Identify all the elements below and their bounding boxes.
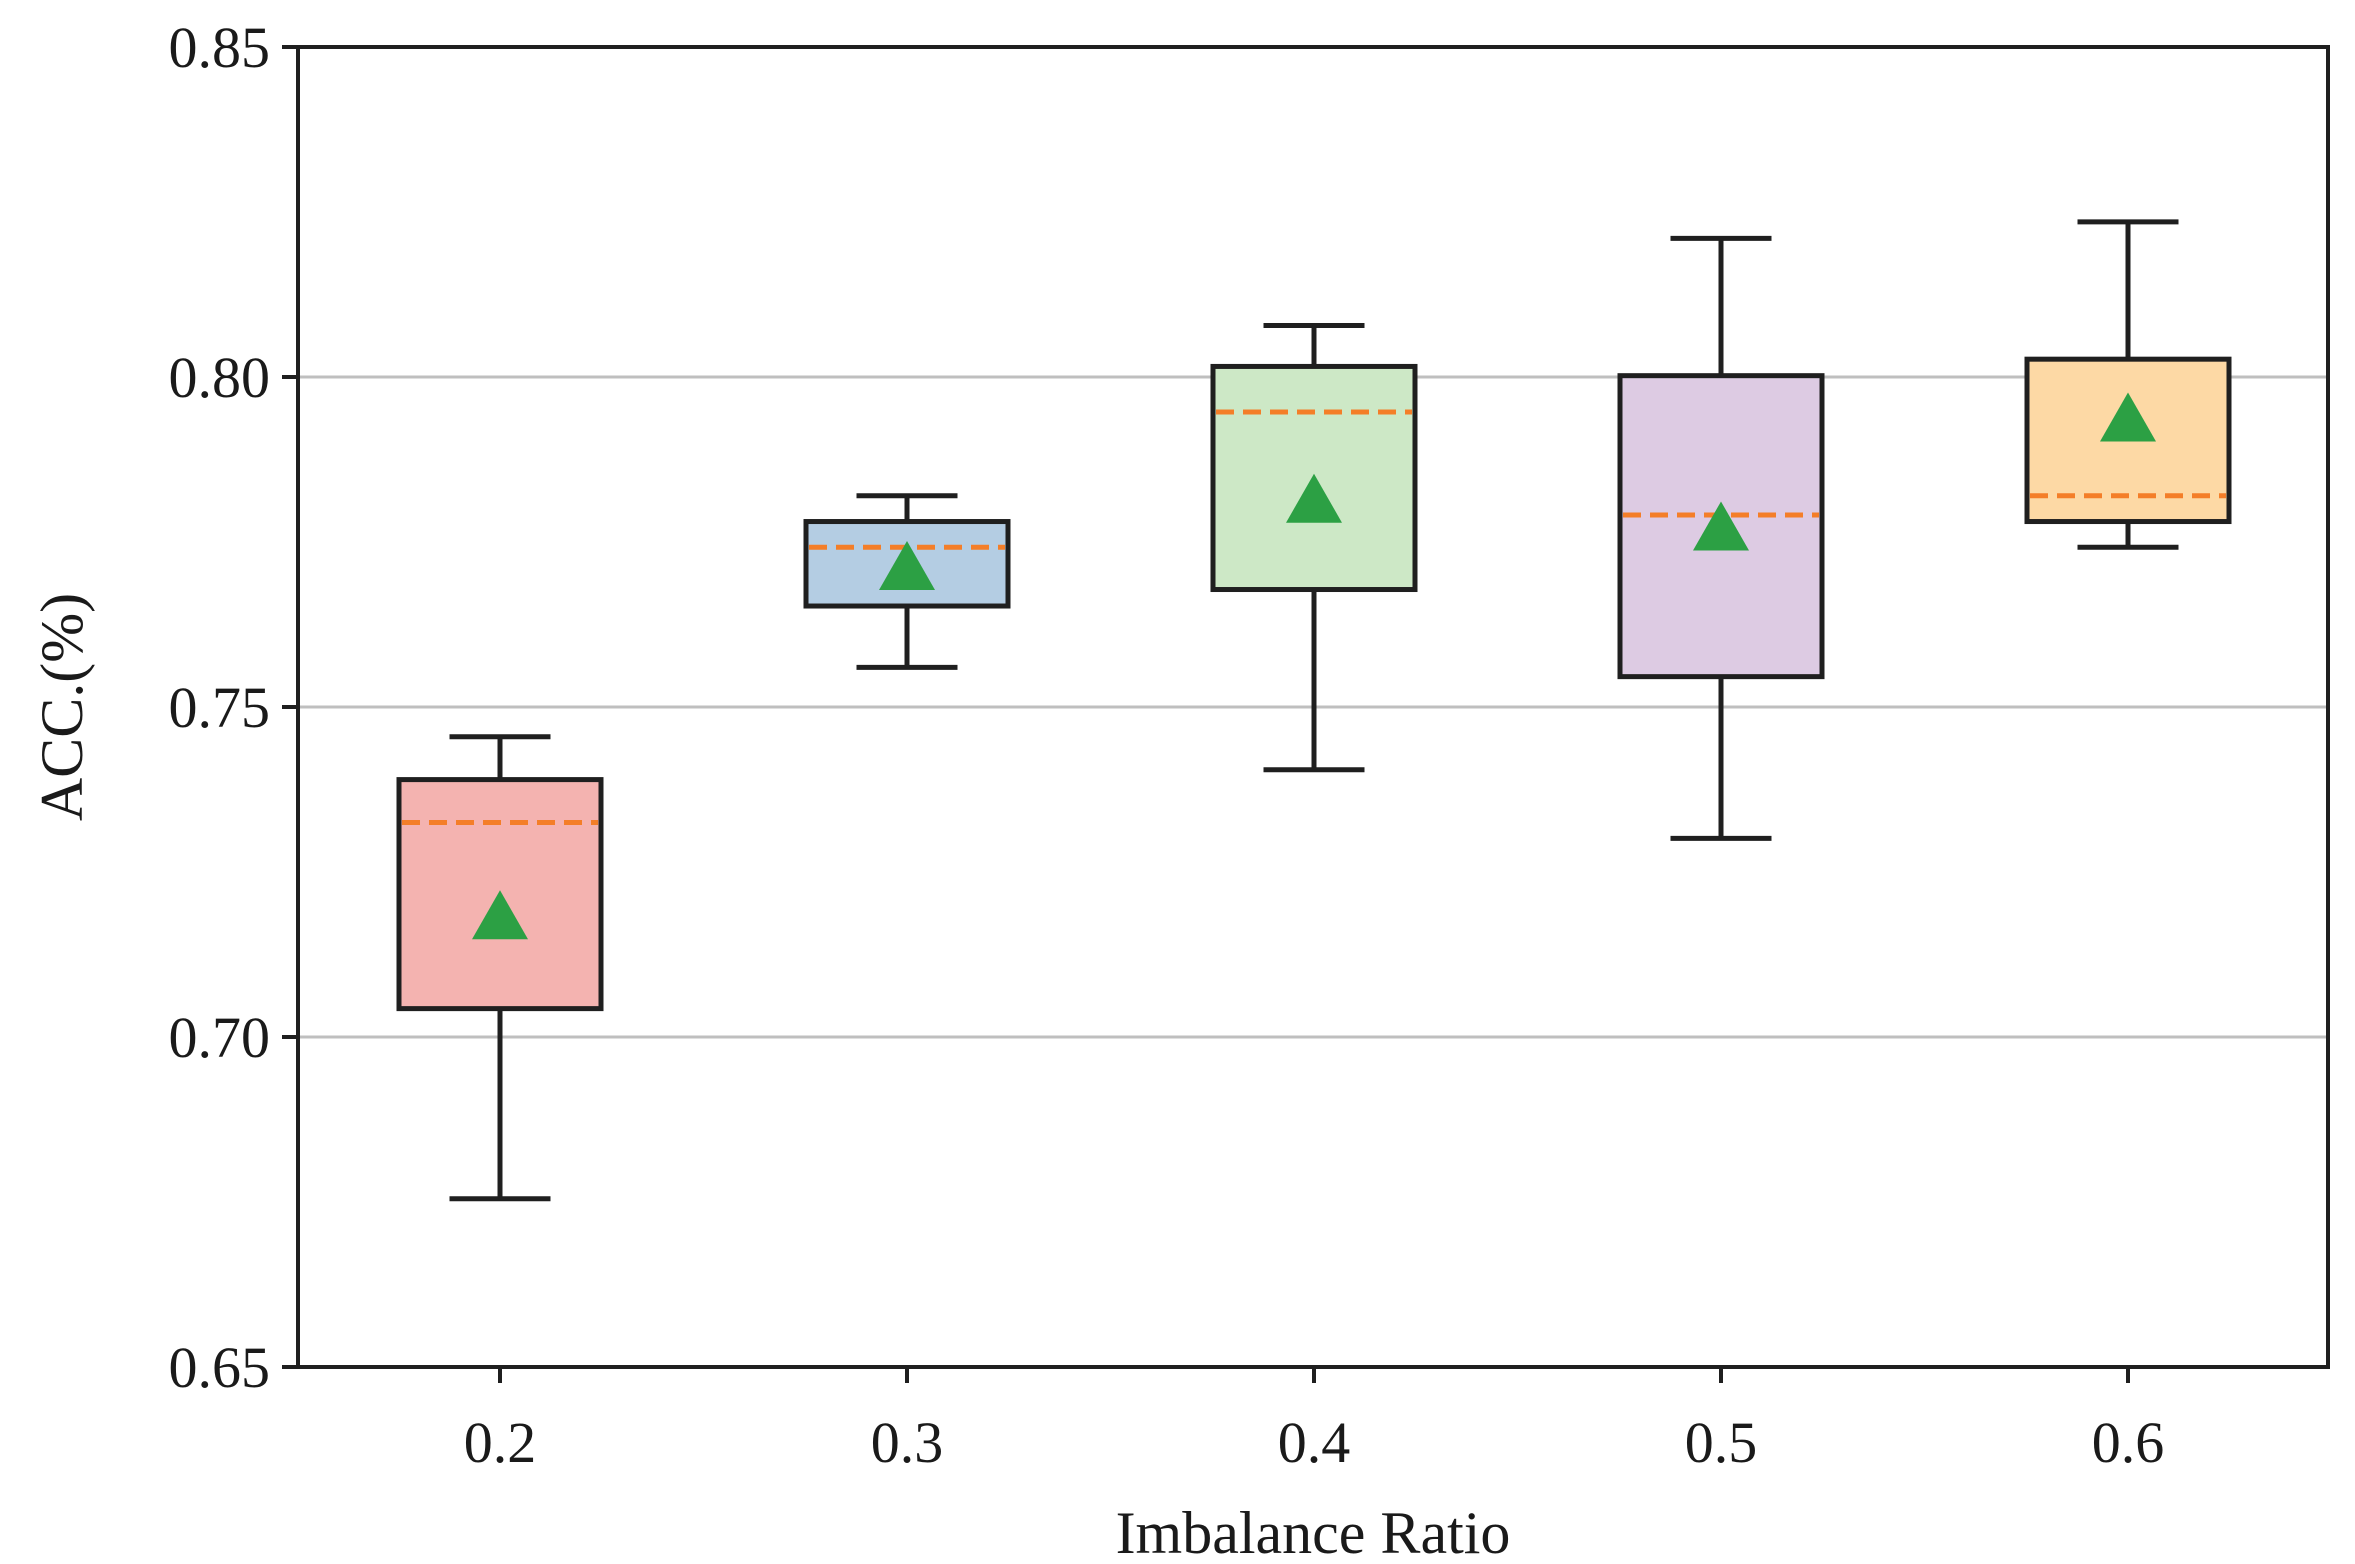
x-axis-label: Imbalance Ratio bbox=[1116, 1500, 1511, 1564]
box-0.3 bbox=[803, 493, 1011, 670]
boxes bbox=[396, 219, 2232, 1202]
box-0.5 bbox=[1617, 235, 1825, 841]
x-axis-ticks: 0.2 0.3 0.4 0.5 0.6 bbox=[464, 1367, 2165, 1475]
x-tick-label: 0.5 bbox=[1685, 1410, 1758, 1475]
x-tick-label: 0.4 bbox=[1278, 1410, 1351, 1475]
x-tick-label: 0.3 bbox=[871, 1410, 944, 1475]
box-0.4 bbox=[1210, 323, 1418, 773]
y-axis-label: ACC.(%) bbox=[29, 593, 95, 821]
mean-marker bbox=[472, 890, 528, 940]
mean-marker bbox=[879, 541, 935, 591]
box-0.6 bbox=[2024, 219, 2232, 550]
mean-marker bbox=[2100, 392, 2156, 442]
x-tick-label: 0.6 bbox=[2092, 1410, 2165, 1475]
y-tick-label: 0.80 bbox=[169, 345, 271, 410]
y-tick-label: 0.70 bbox=[169, 1005, 271, 1070]
y-tick-label: 0.65 bbox=[169, 1335, 271, 1400]
mean-marker bbox=[1693, 501, 1749, 551]
mean-marker bbox=[1286, 473, 1342, 523]
y-tick-label: 0.85 bbox=[169, 15, 271, 80]
y-axis-ticks: 0.65 0.70 0.75 0.80 0.85 bbox=[169, 15, 298, 1400]
y-tick-label: 0.75 bbox=[169, 675, 271, 740]
box-0.2 bbox=[396, 734, 604, 1202]
x-tick-label: 0.2 bbox=[464, 1410, 537, 1475]
